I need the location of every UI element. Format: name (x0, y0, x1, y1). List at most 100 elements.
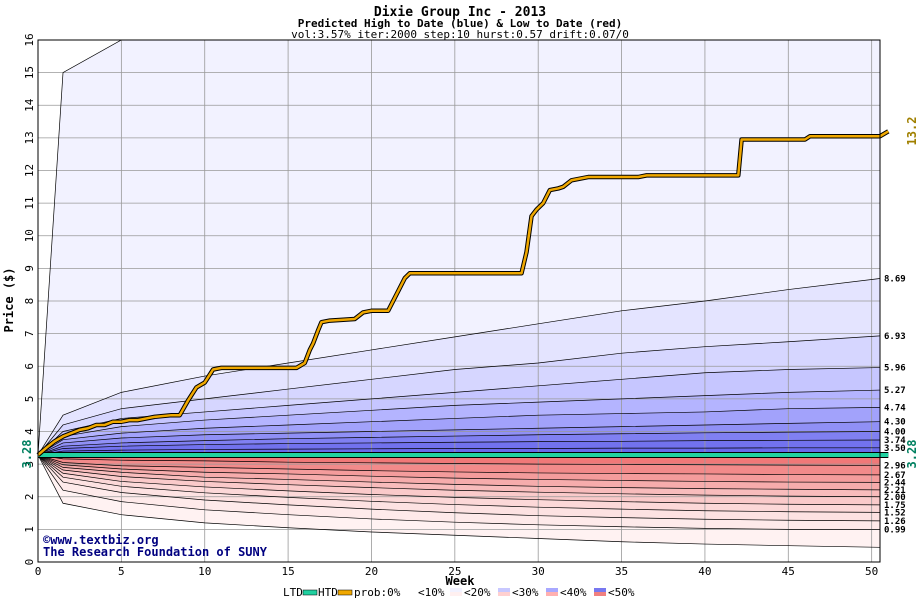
y-tick-label: 3 (23, 461, 36, 468)
x-tick-label: 20 (365, 565, 378, 578)
credit-organization: The Research Foundation of SUNY (43, 545, 268, 559)
chart-title: Dixie Group Inc - 2013 (374, 5, 546, 20)
legend-swatch-2 (498, 588, 510, 592)
x-tick-label: 40 (698, 565, 711, 578)
quantile-label: 0.99 (884, 526, 906, 536)
quantile-line-1 (37, 278, 881, 456)
y-tick-label: 13 (23, 131, 36, 144)
legend-ltd-label: LTD (283, 586, 303, 599)
legend-bin-3: <40% (560, 586, 587, 599)
y-tick-label: 5 (23, 396, 36, 403)
x-tick-label: 0 (35, 565, 42, 578)
legend-htd-swatch (337, 589, 353, 596)
legend-swatch-1 (450, 588, 462, 592)
quantile-line-14 (37, 454, 881, 498)
x-axis: 0 5 10 15 20 25 30 35 40 45 50 (35, 565, 879, 578)
legend-swatch-4b (594, 592, 606, 596)
quantile-label: 4.00 (884, 428, 906, 438)
legend-bin-4: <50% (608, 586, 635, 599)
y-tick-label: 6 (23, 363, 36, 370)
quantile-line-11 (37, 454, 881, 476)
x-tick-label: 25 (448, 565, 461, 578)
quantile-label: 5.96 (884, 364, 906, 374)
quantile-label: 2.21 (884, 486, 906, 496)
legend-swatch-3 (546, 588, 558, 592)
y-axis-title: Price ($) (2, 267, 16, 332)
start-price-label-right: 3.28 (905, 440, 919, 469)
y-tick-label: 1 (23, 526, 36, 533)
quantile-line-5 (37, 407, 881, 456)
legend-bin-1: <20% (464, 586, 491, 599)
quantile-line-7 (37, 431, 881, 456)
start-price-label-left: 3.28 (20, 440, 34, 469)
legend-prob-label: prob:0% (354, 586, 401, 599)
x-tick-label: 35 (615, 565, 628, 578)
quantile-label: 2.67 (884, 471, 906, 481)
quantile-label: 2.44 (884, 478, 906, 488)
quantile-line-15 (37, 454, 881, 506)
quantile-label: 2.00 (884, 493, 906, 503)
quantile-labels: 8.69 6.93 5.96 5.27 4.74 4.304.003.743.50 2.96… (884, 274, 906, 535)
legend-htd-label: HTD (318, 586, 338, 599)
legend-bin-2: <30% (512, 586, 539, 599)
quantile-line-17 (37, 454, 881, 522)
x-tick-label: 45 (782, 565, 795, 578)
quantile-label: 5.27 (884, 386, 906, 396)
quantile-label: 4.74 (884, 403, 906, 413)
chart-subtitle: Predicted High to Date (blue) & Low to D… (298, 17, 623, 30)
legend-swatch-0 (406, 588, 416, 596)
quantile-label: 6.93 (884, 332, 906, 342)
y-tick-label: 16 (23, 33, 36, 46)
y-tick-label: 2 (23, 493, 36, 500)
y-tick-label: 15 (23, 66, 36, 79)
quantile-line-9 (37, 447, 880, 456)
plot-frame (37, 39, 881, 563)
y-tick-label: 12 (23, 164, 36, 177)
y-tick-label: 8 (23, 298, 36, 305)
series (36, 129, 890, 458)
quantile-line-6 (37, 421, 881, 456)
x-tick-label: 30 (532, 565, 545, 578)
y-tick-label: 11 (23, 197, 36, 210)
quantile-label: 3.74 (884, 436, 906, 446)
x-tick-label: 15 (281, 565, 294, 578)
x-axis-title: Week (446, 574, 476, 588)
htd-line (37, 130, 889, 456)
legend-bin-0: <10% (418, 586, 445, 599)
quantile-label: 4.30 (884, 418, 906, 428)
x-tick-label: 10 (198, 565, 211, 578)
legend-swatch-4 (594, 588, 606, 592)
x-tick-label: 5 (118, 565, 125, 578)
quantile-line-16 (37, 454, 881, 513)
quantile-line-12 (37, 454, 881, 483)
quantile-line-10 (37, 454, 881, 466)
quantile-line-4 (37, 389, 881, 456)
legend-swatch-2b (498, 592, 510, 596)
quantile-label: 8.69 (884, 274, 906, 284)
quantile-label: 1.26 (884, 517, 906, 527)
quantile-line-8 (37, 439, 881, 456)
y-tick-label: 0 (23, 559, 36, 566)
grid (37, 39, 880, 563)
x-tick-label: 50 (865, 565, 878, 578)
htd-final-label: 13.2 (905, 117, 919, 146)
y-tick-label: 9 (23, 265, 36, 272)
quantile-label: 3.50 (884, 444, 906, 454)
chart-params: vol:3.57% iter:2000 step:10 hurst:0.57 d… (291, 28, 629, 41)
legend-swatch-3b (546, 592, 558, 596)
legend-swatch-1b (450, 592, 462, 596)
y-tick-label: 7 (23, 330, 36, 337)
legend-ltd-swatch (302, 589, 318, 596)
quantile-line-19 (37, 454, 881, 548)
credit-website: ©www.textbiz.org (43, 533, 159, 547)
quantile-line-13 (37, 454, 881, 491)
y-tick-label: 10 (23, 229, 36, 242)
quantile-label: 2.96 (884, 461, 906, 471)
legend: LTD HTD prob:0% <10% <20% <30% <40% <50% (283, 586, 635, 599)
quantile-label: 1.52 (884, 508, 906, 518)
quantile-label: 1.75 (884, 501, 906, 511)
quantile-line-2 (37, 335, 881, 456)
quantile-line-18 (37, 454, 881, 531)
